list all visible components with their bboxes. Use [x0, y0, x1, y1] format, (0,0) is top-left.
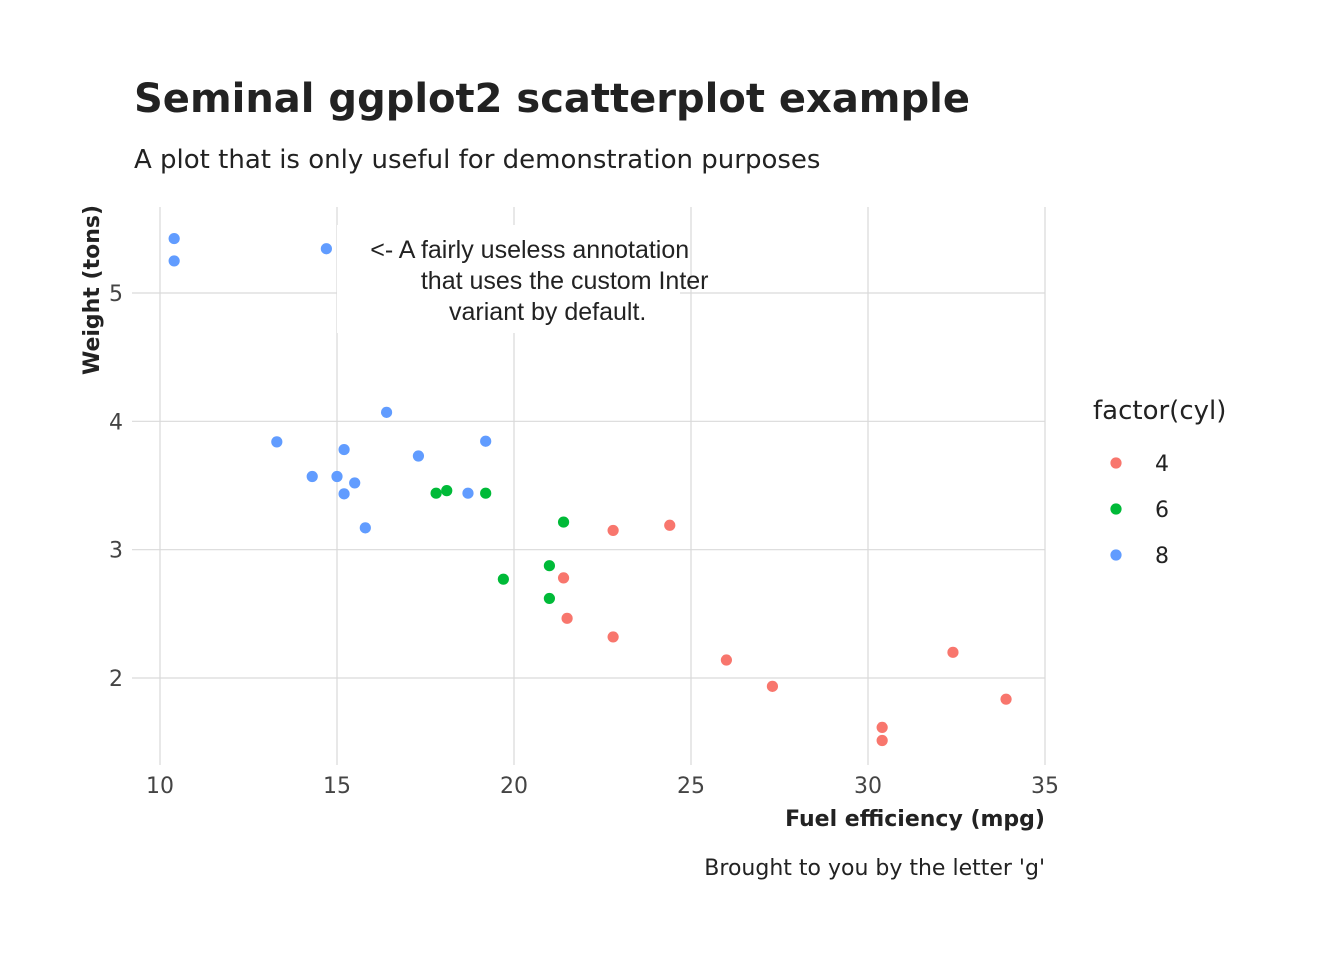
legend-title: factor(cyl): [1093, 396, 1226, 426]
annotation-line: variant by default.: [449, 298, 646, 326]
y-axis-ticks: 2 3 4 5: [109, 282, 123, 692]
chart-caption: Brought to you by the letter 'g': [704, 856, 1045, 881]
y-axis-title: Weight (tons): [80, 205, 105, 375]
y-tick-label: 2: [109, 667, 123, 692]
x-axis-title: Fuel efficiency (mpg): [785, 807, 1045, 832]
data-point-cyl-4: [607, 631, 619, 643]
legend-label: 4: [1155, 452, 1169, 477]
data-point-cyl-8: [338, 488, 350, 500]
data-point-cyl-6: [557, 516, 570, 528]
chart-title: Seminal ggplot2 scatterplot example: [134, 76, 970, 122]
legend-key-6: [1110, 503, 1122, 515]
x-axis-ticks: 10 15 20 25 30 35: [146, 774, 1059, 799]
legend: factor(cyl) 4 6 8: [1093, 396, 1226, 569]
data-point-cyl-6: [543, 560, 556, 572]
y-tick-label: 3: [109, 539, 123, 564]
annotation: <- A fairly useless annotation that uses …: [337, 225, 709, 333]
data-point-cyl-4: [947, 646, 959, 658]
data-point-cyl-4: [607, 524, 619, 537]
x-tick-label: 20: [500, 774, 528, 799]
annotation-line: <- A fairly useless annotation: [370, 236, 689, 264]
data-points: [168, 232, 1012, 747]
data-point-cyl-8: [168, 255, 180, 267]
chart-subtitle: A plot that is only useful for demonstra…: [134, 145, 820, 175]
x-tick-label: 10: [146, 774, 174, 799]
data-point-cyl-4: [1000, 693, 1012, 705]
legend-label: 6: [1155, 498, 1169, 523]
data-point-cyl-4: [561, 612, 573, 624]
annotation-background: [337, 225, 680, 333]
data-point-cyl-8: [338, 443, 350, 456]
data-point-cyl-8: [306, 470, 318, 483]
data-point-cyl-8: [412, 450, 425, 462]
data-point-cyl-6: [480, 487, 492, 499]
x-tick-label: 15: [323, 774, 351, 799]
y-tick-label: 4: [109, 410, 123, 435]
data-point-cyl-8: [359, 522, 371, 534]
data-point-cyl-8: [320, 243, 332, 255]
data-point-cyl-6: [430, 487, 442, 499]
annotation-line: that uses the custom Inter: [421, 267, 709, 295]
x-tick-label: 25: [677, 774, 705, 799]
data-point-cyl-8: [168, 232, 180, 245]
data-point-cyl-8: [480, 435, 492, 447]
data-point-cyl-8: [331, 470, 343, 483]
data-point-cyl-6: [497, 573, 509, 585]
legend-key-8: [1110, 549, 1122, 561]
data-point-cyl-6: [543, 592, 556, 605]
data-point-cyl-4: [876, 721, 888, 734]
x-tick-label: 35: [1031, 774, 1059, 799]
data-point-cyl-8: [462, 487, 474, 499]
data-point-cyl-4: [557, 572, 570, 584]
x-tick-label: 30: [854, 774, 882, 799]
legend-label: 8: [1155, 544, 1169, 569]
data-point-cyl-4: [664, 519, 676, 531]
data-point-cyl-4: [720, 654, 733, 666]
data-point-cyl-4: [766, 680, 779, 692]
data-point-cyl-4: [876, 734, 888, 747]
legend-key-4: [1110, 457, 1122, 469]
y-tick-label: 5: [109, 282, 123, 307]
data-point-cyl-8: [349, 477, 361, 489]
data-point-cyl-8: [380, 406, 393, 418]
data-point-cyl-6: [441, 485, 453, 497]
data-point-cyl-8: [271, 436, 283, 448]
